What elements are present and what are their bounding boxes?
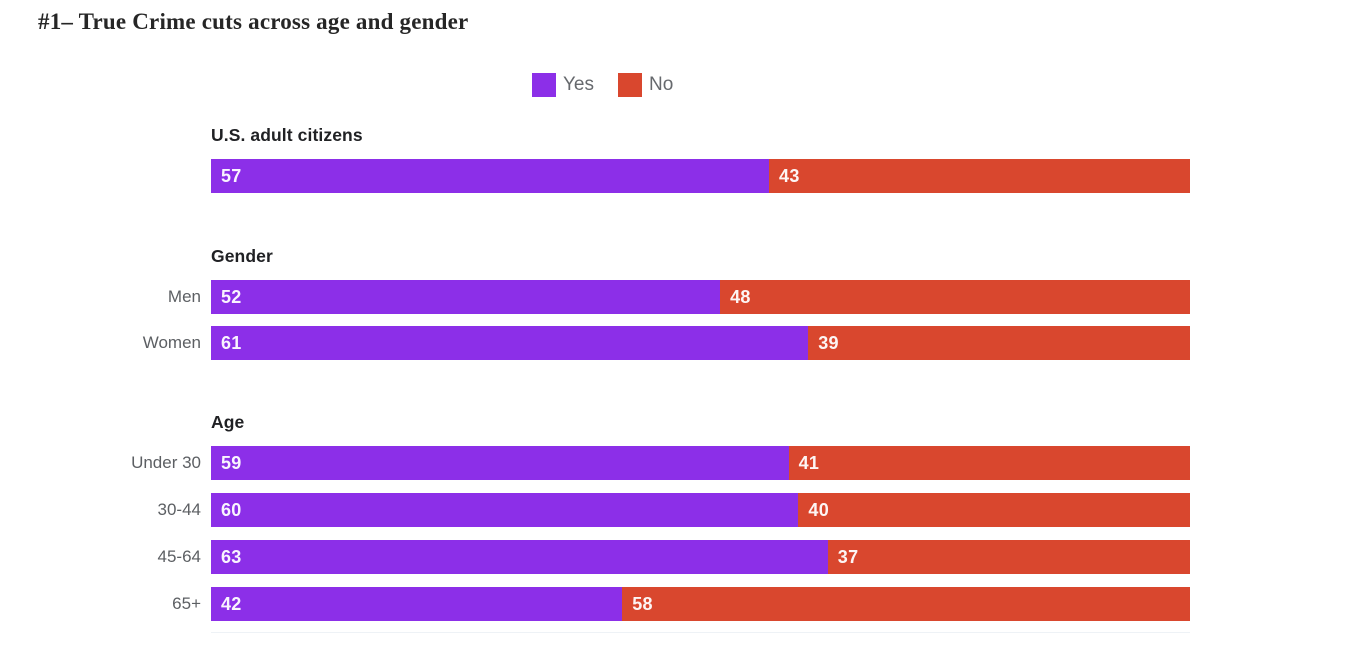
bar-row-women: Women 61 39 — [0, 326, 1350, 360]
bar-segment-yes: 57 — [211, 159, 770, 193]
stacked-bar: 57 43 — [211, 159, 1190, 193]
bar-segment-no: 48 — [720, 280, 1190, 314]
section-header-us-adults: U.S. adult citizens — [211, 125, 363, 145]
segment-value: 58 — [632, 593, 653, 614]
segment-value: 60 — [221, 499, 242, 520]
chart-title: #1– True Crime cuts across age and gende… — [38, 9, 469, 34]
stacked-bar: 59 41 — [211, 446, 1190, 480]
stacked-bar: 42 58 — [211, 587, 1190, 621]
legend-swatch-yes — [532, 73, 556, 97]
row-label: Men — [167, 287, 201, 306]
bar-row-65-plus: 65+ 42 58 — [0, 587, 1350, 621]
bar-segment-yes: 52 — [211, 280, 721, 314]
segment-value: 43 — [779, 165, 800, 186]
bar-segment-no: 41 — [788, 446, 1190, 480]
row-label: 30-44 — [157, 500, 201, 519]
stacked-bar: 60 40 — [211, 493, 1190, 527]
segment-value: 52 — [221, 286, 242, 307]
segment-value: 57 — [221, 165, 242, 186]
section-header-age: Age — [211, 412, 245, 432]
bar-segment-yes: 61 — [211, 326, 809, 360]
bar-row-30-44: 30-44 60 40 — [0, 493, 1350, 527]
row-label: 65+ — [172, 594, 201, 613]
bar-segment-no: 37 — [827, 540, 1190, 574]
segment-value: 59 — [221, 452, 242, 473]
bar-row-under-30: Under 30 59 41 — [0, 446, 1350, 480]
stacked-bar: 52 48 — [211, 280, 1190, 314]
segment-value: 41 — [798, 452, 820, 473]
segment-value: 39 — [818, 332, 839, 353]
row-label: Women — [142, 333, 201, 352]
legend-label-yes: Yes — [563, 74, 594, 95]
row-label: Under 30 — [131, 453, 201, 472]
row-label: 45-64 — [157, 547, 201, 566]
section-header-gender: Gender — [211, 246, 273, 266]
bar-segment-no: 39 — [808, 326, 1190, 360]
bar-row-men: Men 52 48 — [0, 280, 1350, 314]
segment-value: 63 — [221, 546, 242, 567]
chart-legend: Yes No — [532, 73, 1350, 97]
bar-row-45-64: 45-64 63 37 — [0, 540, 1350, 574]
bar-segment-no: 43 — [769, 159, 1190, 193]
bar-segment-no: 40 — [798, 493, 1190, 527]
segment-value: 42 — [221, 593, 242, 614]
legend-swatch-no — [618, 73, 642, 97]
legend-label-no: No — [649, 74, 674, 95]
segment-value: 48 — [730, 286, 751, 307]
segment-value: 61 — [221, 332, 242, 353]
stacked-bar: 63 37 — [211, 540, 1190, 574]
legend-item-yes: Yes — [532, 73, 594, 97]
stacked-bar: 61 39 — [211, 326, 1190, 360]
segment-value: 37 — [837, 546, 859, 567]
bar-segment-yes: 60 — [211, 493, 799, 527]
bar-segment-no: 58 — [622, 587, 1190, 621]
bar-segment-yes: 63 — [211, 540, 828, 574]
bar-segment-yes: 59 — [211, 446, 789, 480]
segment-value: 40 — [808, 499, 830, 520]
bar-segment-yes: 42 — [211, 587, 623, 621]
legend-item-no: No — [618, 73, 673, 97]
row-label — [0, 159, 211, 193]
bar-row-us-adults: 57 43 — [0, 159, 1350, 193]
chart-baseline — [211, 632, 1190, 633]
